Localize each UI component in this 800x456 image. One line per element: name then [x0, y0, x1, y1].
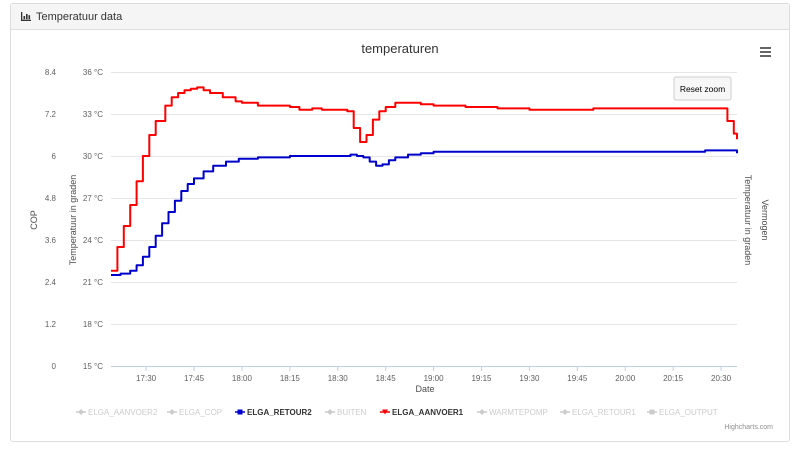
x-axis-ticks: 17:30 17:45 18:00 18:15 18:30 18:45 19:00 19:15… — [136, 366, 732, 383]
legend-item-elga-aanvoer1[interactable]: ELGA_AANVOER1 — [380, 408, 464, 417]
legend-diamond-marker — [78, 409, 84, 415]
cop-axis-title: COP — [29, 210, 39, 230]
legend-label: ELGA_OUTPUT — [659, 408, 718, 417]
reset-zoom-button[interactable]: Reset zoom — [673, 76, 732, 101]
temperature-axis-title-right: Temperatuur in graden — [743, 175, 753, 266]
temperature-tick-label: 21 °C — [83, 278, 103, 287]
x-tick-label: 18:30 — [328, 374, 349, 383]
legend-square-marker — [237, 409, 243, 415]
x-axis-title: Date — [415, 384, 434, 394]
x-tick-label: 20:30 — [711, 374, 732, 383]
series-line-elga-retour2 — [111, 149, 738, 276]
x-tick-label: 18:45 — [376, 374, 397, 383]
temperature-tick-label: 30 °C — [83, 152, 103, 161]
temperature-tick-label: 33 °C — [83, 110, 103, 119]
legend-label: ELGA_AANVOER2 — [88, 408, 158, 417]
cop-tick-label: 1.2 — [45, 320, 57, 329]
panel-heading: Temperatuur data — [11, 4, 789, 30]
legend-label: ELGA_COP — [179, 408, 222, 417]
temperature-axis-labels: 15 °C 18 °C 21 °C 24 °C 27 °C 30 °C 33 °C 36 °C — [83, 68, 103, 371]
legend-diamond-marker — [169, 409, 175, 415]
x-tick-label: 19:15 — [471, 374, 492, 383]
cop-tick-label: 6 — [52, 152, 57, 161]
x-tick-label: 18:15 — [280, 374, 301, 383]
chart-panel: Temperatuur data — [10, 3, 790, 442]
legend-item-buiten[interactable]: BUITEN — [325, 408, 367, 417]
x-tick-label: 18:00 — [232, 374, 253, 383]
legend-label: BUITEN — [337, 408, 367, 417]
series-line-elga-aanvoer1 — [111, 86, 738, 272]
gridlines — [111, 72, 737, 325]
legend-triangle-marker — [382, 409, 388, 415]
panel-title: Temperatuur data — [36, 10, 123, 23]
credits[interactable]: Highcharts.com — [724, 424, 773, 431]
cop-tick-label: 4.8 — [45, 194, 57, 203]
x-tick-label: 17:45 — [184, 374, 205, 383]
legend-label: ELGA_RETOUR2 — [247, 408, 312, 417]
x-tick-label: 19:45 — [567, 374, 588, 383]
legend-item-elga-retour2[interactable]: ELGA_RETOUR2 — [235, 408, 312, 417]
x-tick-label: 20:00 — [615, 374, 636, 383]
legend-label: ELGA_AANVOER1 — [392, 408, 464, 417]
legend-diamond-marker — [327, 409, 333, 415]
legend-diamond-marker — [479, 409, 485, 415]
bar-chart-icon — [21, 12, 31, 21]
x-tick-label: 19:00 — [424, 374, 445, 383]
legend-label: WARMTEPOMP — [489, 408, 548, 417]
cop-tick-label: 2.4 — [45, 278, 57, 287]
legend: ELGA_AANVOER2 ELGA_COP ELGA_RETOUR2 BUITEN E… — [76, 408, 718, 417]
chart-title: temperaturen — [361, 41, 438, 56]
power-axis-title: Vermogen — [760, 199, 770, 240]
legend-item-elga-aanvoer2[interactable]: ELGA_AANVOER2 — [76, 408, 158, 417]
x-tick-label: 20:15 — [663, 374, 684, 383]
legend-item-elga-retour1[interactable]: ELGA_RETOUR1 — [560, 408, 636, 417]
x-tick-label: 19:30 — [519, 374, 540, 383]
x-tick-label: 17:30 — [136, 374, 157, 383]
temperature-axis-title-left: Temperatuur in graden — [68, 175, 78, 266]
temperature-tick-label: 18 °C — [83, 320, 103, 329]
cop-tick-label: 8.4 — [45, 68, 57, 77]
cop-tick-label: 3.6 — [45, 236, 57, 245]
temperature-tick-label: 36 °C — [83, 68, 103, 77]
hamburger-menu-icon[interactable] — [756, 42, 776, 62]
cop-tick-label: 7.2 — [45, 110, 57, 119]
legend-item-warmtepomp[interactable]: WARMTEPOMP — [477, 408, 548, 417]
temperature-tick-label: 24 °C — [83, 236, 103, 245]
plot-area[interactable] — [111, 86, 738, 276]
temperature-tick-label: 15 °C — [83, 362, 103, 371]
reset-zoom-label: Reset zoom — [680, 84, 725, 94]
temperature-tick-label: 27 °C — [83, 194, 103, 203]
legend-square-marker — [649, 409, 655, 415]
legend-label: ELGA_RETOUR1 — [572, 408, 636, 417]
legend-diamond-marker — [562, 409, 568, 415]
cop-tick-label: 0 — [52, 362, 57, 371]
legend-item-elga-output[interactable]: ELGA_OUTPUT — [647, 408, 718, 417]
legend-item-elga-cop[interactable]: ELGA_COP — [167, 408, 222, 417]
cop-axis-labels: 0 1.2 2.4 3.6 4.8 6 7.2 8.4 — [45, 68, 57, 371]
